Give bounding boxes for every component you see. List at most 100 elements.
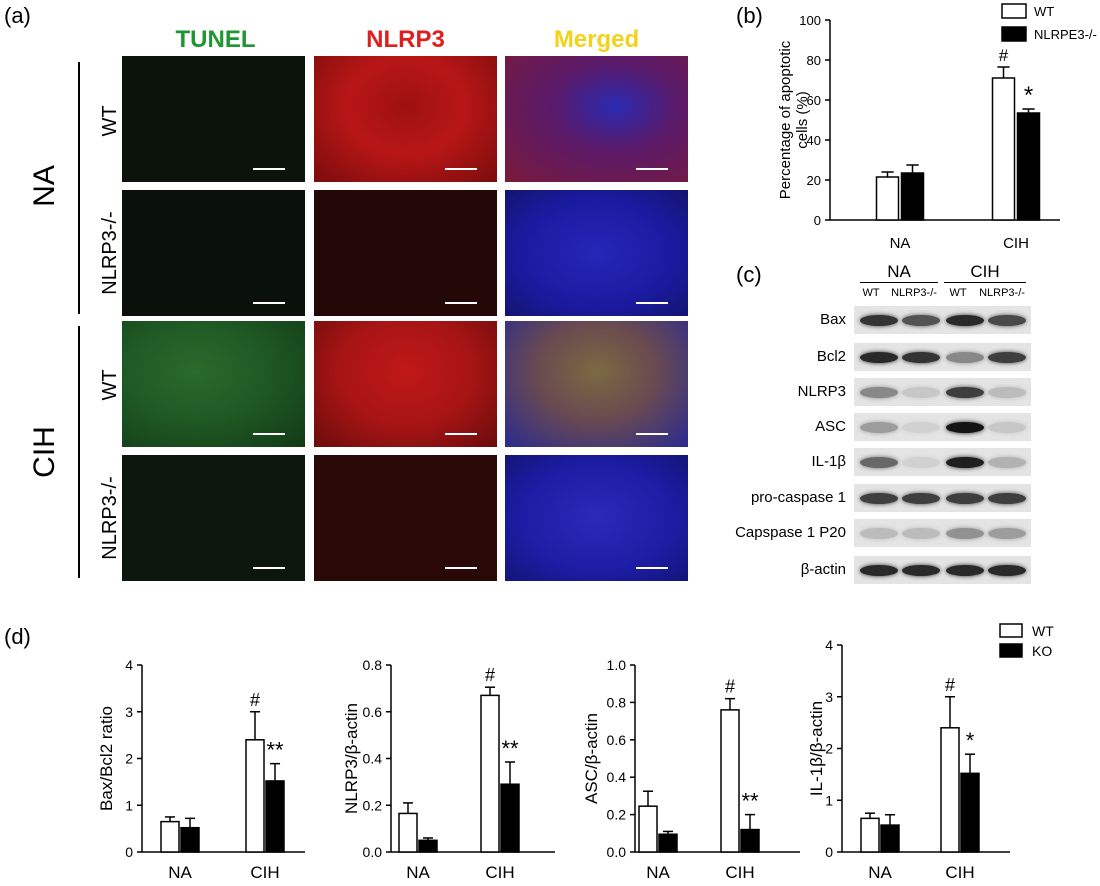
blot-band [902, 493, 940, 504]
legend-label-ko: NLRPE3-/- [1034, 27, 1097, 42]
x-tick-label: NA [890, 235, 911, 252]
y-tick-label: 0.8 [607, 694, 627, 710]
y-tick-label: 40 [807, 133, 821, 148]
micro-cih-ko-nlrp3 [314, 455, 497, 581]
group-label-cih: CIH [28, 426, 61, 478]
micro-cih-wt-tunel [122, 321, 305, 447]
chart-d2: 0.0 0.2 0.4 0.6 0.8 NLRP3/β-actin NA # ** CIH [342, 657, 555, 882]
legend-swatch-wt [999, 623, 1023, 638]
chart-d1: 0 1 2 3 4 Bax/Bcl2 ratio NA # ** CIH [97, 657, 305, 882]
bar-ko-na [900, 172, 925, 221]
y-tick-label: 1.0 [607, 657, 627, 673]
y-tick-label: 0.4 [607, 769, 627, 785]
y-tick-label: 2 [825, 741, 833, 757]
bar-ko-na [880, 824, 900, 853]
chart-b: 0 20 40 60 80 100 Percentage of apoptotic cells… [777, 3, 1097, 252]
scale-bar [253, 168, 285, 170]
blot-band [988, 352, 1026, 363]
y-tick-label: 20 [807, 173, 821, 188]
y-tick-label: 3 [125, 704, 133, 720]
bar-ko-na [180, 826, 200, 853]
scale-bar [253, 433, 285, 435]
blot-strip [854, 378, 1031, 406]
y-tick-label: 80 [807, 53, 821, 68]
x-tick-label: NA [868, 863, 892, 882]
micro-na-ko-nlrp3 [314, 190, 497, 316]
bar-ko-cih [265, 780, 285, 853]
significance-hash: # [999, 46, 1009, 65]
blot-label: IL-1β [811, 453, 846, 470]
blot-strip [854, 556, 1031, 584]
y-axis-label: cells (%) [794, 91, 811, 149]
blot-label: pro-caspase 1 [750, 489, 846, 506]
bar-wt-na [860, 817, 880, 853]
group-label-na: NA [28, 165, 61, 207]
lane-label: WT [862, 287, 880, 299]
significance-hash: # [725, 677, 735, 697]
blot-strip [854, 343, 1031, 371]
bar-wt-na [160, 820, 180, 853]
chart-d3: 0.0 0.2 0.4 0.6 0.8 1.0 ASC/β-actin NA # ** CIH [582, 657, 800, 882]
y-tick-label: 0.2 [607, 807, 627, 823]
micro-na-wt-nlrp3 [314, 56, 497, 182]
significance-star: ** [501, 736, 519, 761]
significance-star: * [1024, 82, 1033, 109]
blot-band [946, 352, 984, 363]
x-tick-label: CIH [250, 863, 279, 882]
blot-band [902, 387, 940, 398]
blot-band [946, 493, 984, 504]
row-label-cih-ko: NLRP3-/- [99, 476, 121, 560]
blot-band [860, 565, 898, 576]
y-tick-label: 0 [814, 213, 821, 228]
blot-band [946, 422, 984, 433]
bar-wt-cih [720, 709, 740, 853]
group-line-na [78, 62, 80, 314]
bar-wt-cih [940, 727, 960, 853]
blot-strip [854, 448, 1031, 476]
chart-d4: 0 1 2 3 4 IL-1β/β-actin NA # * CIH WT KO [807, 623, 1054, 882]
panel-b-letter: (b) [736, 3, 763, 28]
row-label-cih-wt: WT [99, 369, 121, 401]
y-axis-label: NLRP3/β-actin [342, 703, 361, 814]
legend-swatch-ko [1001, 26, 1027, 42]
legend-label-wt: WT [1032, 623, 1054, 639]
bar-ko-na [658, 833, 678, 853]
blot-strip [854, 519, 1031, 547]
blot-group-line-cih [944, 282, 1026, 283]
blot-band [988, 493, 1026, 504]
y-tick-label: 4 [125, 657, 133, 673]
blot-band [988, 422, 1026, 433]
bar-wt-cih [991, 77, 1016, 221]
bar-wt-na [875, 176, 900, 221]
blot-band [860, 493, 898, 504]
blot-strip [854, 306, 1031, 334]
col-header-tunel: TUNEL [175, 26, 256, 53]
blot-group-cih: CIH [970, 262, 1000, 281]
y-axis-label: Bax/Bcl2 ratio [97, 706, 116, 811]
lane-label: WT [949, 287, 967, 299]
legend-swatch-wt [1001, 3, 1027, 19]
blot-label: Bcl2 [816, 348, 846, 365]
significance-hash: # [250, 690, 260, 710]
row-label-na-wt: WT [99, 105, 121, 137]
x-tick-label: NA [406, 863, 430, 882]
lane-label: NLRP3-/- [979, 287, 1025, 299]
x-tick-label: CIH [725, 863, 754, 882]
blot-label: Capspase 1 P20 [735, 524, 846, 541]
x-tick-label: NA [646, 863, 670, 882]
micro-na-wt-merged [505, 56, 688, 182]
y-tick-label: 0 [125, 844, 133, 860]
y-tick-label: 3 [825, 689, 833, 705]
y-tick-label: 0.0 [607, 844, 627, 860]
scale-bar [445, 302, 477, 304]
x-tick-label: CIH [485, 863, 514, 882]
panel-c-letter: (c) [736, 262, 762, 287]
y-axis-label: ASC/β-actin [582, 713, 601, 804]
blot-band [988, 315, 1026, 326]
blot-strip [854, 484, 1031, 512]
y-axis-label: IL-1β/β-actin [807, 701, 826, 796]
scale-bar [253, 567, 285, 569]
scale-bar [445, 433, 477, 435]
y-tick-label: 1 [825, 792, 833, 808]
blot-label: Bax [820, 311, 846, 328]
